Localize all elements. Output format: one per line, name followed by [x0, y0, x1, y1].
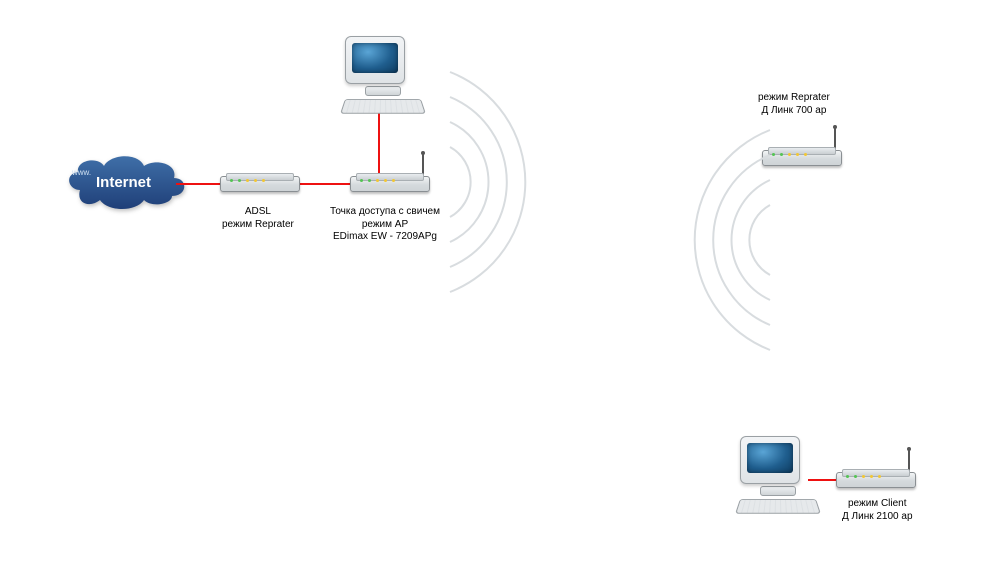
label-ap: Точка доступа с свичем режим AP EDimax E… [330, 206, 440, 244]
wifi-arcs-repeater [560, 120, 820, 380]
cloud-www: www. [72, 168, 91, 178]
label-adsl: ADSL режим Reprater [222, 206, 294, 231]
modem-leds [230, 179, 265, 182]
monitor-screen [352, 43, 398, 73]
cable-adsl-ap [300, 183, 350, 185]
diagram-canvas: www. Internet [0, 0, 992, 576]
client-ap [836, 472, 916, 488]
cloud-label: Internet [96, 174, 151, 193]
cable-cloud-adsl [176, 183, 220, 185]
label-repeater: режим Reprater Д Линк 700 ар [758, 92, 830, 117]
adsl-modem [220, 176, 300, 192]
computer-bottom [740, 436, 816, 515]
cable-ap-pc [378, 106, 380, 176]
keyboard-icon [735, 499, 821, 514]
label-client: режим Client Д Линк 2100 ар [842, 498, 913, 523]
monitor-screen [747, 443, 793, 473]
internet-cloud: www. Internet [60, 150, 190, 212]
